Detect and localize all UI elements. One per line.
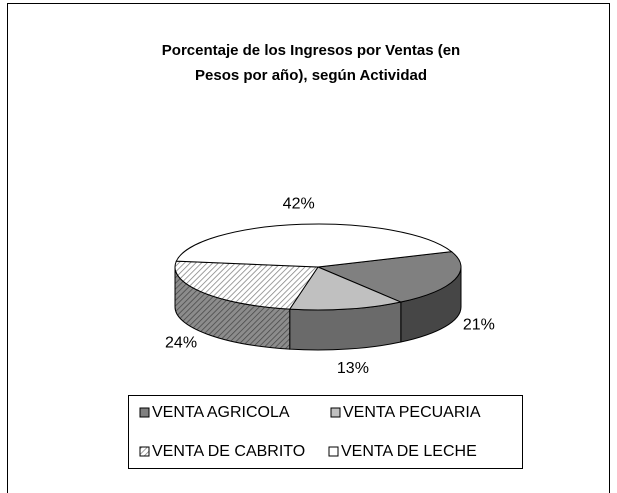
legend-label: VENTA PECUARIA <box>343 404 481 421</box>
data-label: 42% <box>283 196 315 213</box>
legend-swatch <box>139 407 150 418</box>
chart-title: Porcentaje de los Ingresos por Ventas (e… <box>161 42 461 84</box>
pie-slice <box>174 260 319 310</box>
data-label: 21% <box>463 316 495 333</box>
data-label: 24% <box>165 335 197 352</box>
data-label: 13% <box>337 360 369 377</box>
legend-label: VENTA AGRICOLA <box>152 404 290 421</box>
pie-slice <box>175 223 453 268</box>
legend-swatch <box>330 407 341 418</box>
legend-label: VENTA DE CABRITO <box>152 443 305 460</box>
pie-slice <box>316 251 462 303</box>
legend-label: VENTA DE LECHE <box>341 443 477 460</box>
pie-slice <box>288 266 403 311</box>
legend-swatch <box>139 446 150 457</box>
legend-box <box>128 395 523 469</box>
legend-swatch <box>328 446 339 457</box>
